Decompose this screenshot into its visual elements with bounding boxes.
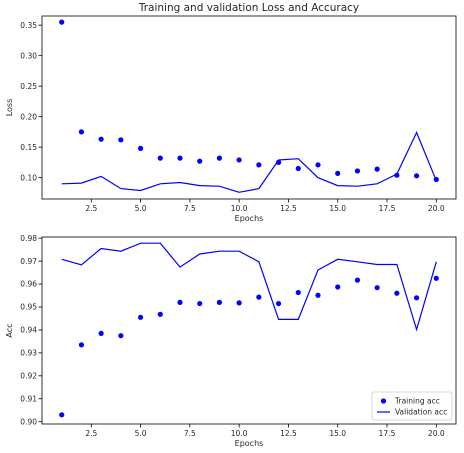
x-tick-label: 15.0 (329, 429, 346, 438)
data-point (59, 19, 65, 25)
data-point (374, 285, 380, 291)
data-point (216, 155, 223, 161)
data-point (433, 275, 439, 281)
data-point (335, 284, 341, 290)
y-tick-label: 0.94 (20, 326, 37, 335)
data-point (295, 289, 301, 296)
data-point (157, 311, 163, 317)
data-point (354, 168, 361, 174)
data-point (413, 295, 420, 301)
data-point (335, 170, 341, 176)
x-tick-label: 5.0 (135, 204, 147, 213)
x-tick-label: 7.5 (184, 204, 196, 213)
data-point (197, 158, 203, 164)
data-point (197, 300, 203, 307)
y-axis-label: Acc (5, 323, 14, 337)
data-point (216, 299, 223, 305)
legend: Training acc Validation acc (371, 391, 453, 421)
data-point (157, 155, 163, 161)
data-point (413, 173, 420, 179)
data-point (118, 137, 124, 143)
x-axis-label: Epochs (235, 214, 264, 223)
x-tick-label: 2.5 (85, 204, 97, 213)
loss-plot: 2.5 5.0 7.5 10.0 12.5 15.0 17.5 20.0 0.10 0.15 0.2… (5, 15, 457, 223)
plot-frame (41, 236, 457, 425)
x-tick-label: 20.0 (428, 204, 445, 213)
series-line (61, 131, 437, 193)
data-point (78, 129, 85, 135)
data-point (98, 330, 104, 336)
data-point (118, 333, 124, 339)
x-tick-label: 7.5 (184, 429, 196, 438)
y-tick-label: 0.96 (20, 280, 37, 289)
y-tick-label: 0.93 (20, 349, 37, 358)
data-point (256, 162, 262, 168)
data-point (275, 300, 282, 307)
figure-title: Training and validation Loss and Accurac… (138, 2, 359, 14)
data-point (236, 300, 242, 306)
x-tick-label: 10.0 (231, 429, 248, 438)
y-tick-label: 0.10 (20, 173, 37, 182)
data-point (78, 342, 85, 348)
x-tick-label: 12.5 (280, 204, 297, 213)
legend-label: Training acc (394, 397, 440, 406)
x-tick-label: 5.0 (135, 429, 147, 438)
x-tick-label: 20.0 (428, 429, 445, 438)
data-point (236, 157, 242, 163)
y-tick-label: 0.30 (20, 51, 37, 60)
y-tick-label: 0.20 (20, 112, 37, 121)
y-tick-label: 0.95 (20, 303, 37, 312)
y-tick-label: 0.92 (20, 372, 37, 381)
plot-frame (41, 15, 457, 200)
data-point (98, 136, 104, 142)
data-point (315, 292, 321, 298)
y-axis-label: Loss (5, 99, 14, 117)
y-tick-label: 0.98 (20, 234, 37, 243)
y-tick-label: 0.90 (20, 417, 37, 426)
data-point (354, 277, 361, 283)
accuracy-plot: 2.5 5.0 7.5 10.0 12.5 15.0 17.5 20.0 0.90 0.91 0.9… (5, 234, 457, 448)
data-point (394, 290, 400, 296)
data-point (137, 145, 144, 151)
legend-label: Validation acc (395, 408, 447, 417)
data-point (374, 166, 380, 172)
legend-dot-marker (380, 398, 387, 404)
y-tick-label: 0.97 (20, 257, 37, 266)
y-tick-label: 0.25 (20, 82, 37, 91)
data-point (394, 172, 400, 178)
data-point (295, 165, 301, 172)
x-tick-label: 17.5 (379, 204, 396, 213)
x-tick-label: 10.0 (231, 204, 248, 213)
data-point (315, 162, 321, 168)
series-line (61, 242, 437, 332)
y-tick-label: 0.15 (20, 143, 37, 152)
x-tick-label: 17.5 (379, 429, 396, 438)
y-tick-label: 0.91 (20, 394, 37, 403)
x-tick-label: 15.0 (329, 204, 346, 213)
x-axis-label: Epochs (235, 439, 264, 448)
x-tick-label: 12.5 (280, 429, 297, 438)
data-point (256, 294, 262, 300)
x-tick-label: 2.5 (85, 429, 97, 438)
data-point (137, 314, 144, 320)
data-point (59, 412, 65, 418)
y-tick-label: 0.35 (20, 21, 37, 30)
legend-box (371, 391, 453, 421)
data-point (177, 299, 183, 305)
data-point (177, 155, 183, 161)
